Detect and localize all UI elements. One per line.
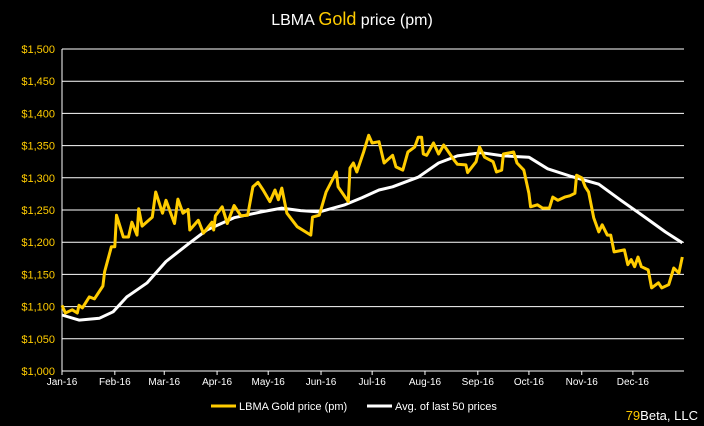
x-tick-label: Jan-16 [47, 377, 78, 388]
moving-average-line [61, 151, 684, 322]
title-suffix: price (pm) [356, 12, 433, 29]
x-tick-label: Jun-16 [306, 377, 337, 388]
x-tick-label: Feb-16 [99, 377, 131, 388]
y-tick-label: $1,500 [21, 44, 55, 56]
x-tick-label: Nov-16 [566, 377, 599, 388]
y-tick-label: $1,450 [21, 76, 55, 88]
legend-average-label: Avg. of last 50 prices [395, 401, 497, 413]
y-tick-label: $1,200 [21, 237, 55, 249]
chart-title: LBMA Gold price (pm) [0, 9, 704, 30]
x-tick-label: Mar-16 [148, 377, 180, 388]
y-tick-label: $1,150 [21, 269, 55, 281]
x-tick-label: Oct-16 [514, 377, 544, 388]
y-tick-label: $1,350 [21, 141, 55, 153]
y-tick-label: $1,050 [21, 334, 55, 346]
credit-rest: Beta, LLC [640, 408, 698, 423]
x-tick-label: Jul-16 [359, 377, 387, 388]
credit-label: 79Beta, LLC [626, 408, 698, 423]
x-tick-label: Apr-16 [202, 377, 232, 388]
x-tick-label: Dec-16 [617, 377, 650, 388]
credit-accent: 79 [625, 408, 641, 423]
y-tick-label: $1,250 [21, 205, 55, 217]
x-tick-label: Aug-16 [409, 377, 442, 388]
x-tick-label: Sep-16 [462, 377, 495, 388]
title-highlight: Gold [318, 9, 357, 29]
y-tick-label: $1,100 [21, 302, 55, 314]
gold-price-line [60, 133, 684, 315]
x-tick-label: May-16 [252, 377, 286, 388]
y-tick-label: $1,000 [21, 366, 55, 378]
legend-gold-label: LBMA Gold price (pm) [239, 401, 347, 413]
title-prefix: LBMA [271, 12, 319, 29]
y-tick-label: $1,300 [21, 173, 55, 185]
y-tick-label: $1,400 [21, 108, 55, 120]
